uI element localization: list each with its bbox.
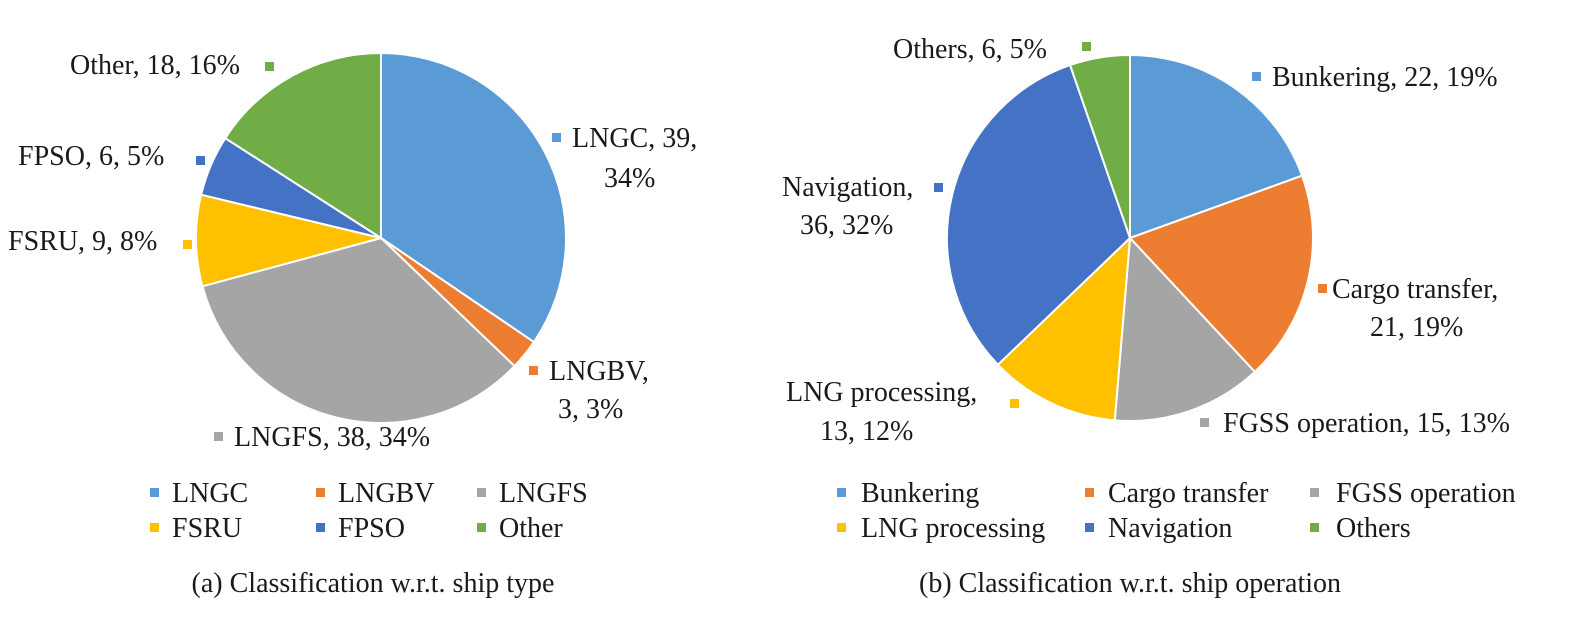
lngfs-label-marker [214,432,223,441]
pie-slice-fgss-operation [1113,235,1257,422]
pie-slice-lngc [380,51,567,344]
bunkering-data-label: Bunkering, 22, 19% [1272,62,1498,93]
legend-others-label: Others [1336,513,1411,544]
pie-slice-other [223,51,382,240]
pie-slice-navigation [946,63,1132,367]
legend-lngfs-label: LNGFS [499,478,588,509]
bunkering-label-marker [1252,72,1261,81]
legend-navigation-swatch [1085,523,1094,532]
lng-processing-label-marker [1010,399,1019,408]
lngbv-label-marker [529,366,538,375]
fsru-label-marker [183,240,192,249]
legend-fpso-label: FPSO [338,513,405,544]
legend-fpso-swatch [316,523,325,532]
ship-operation-pie-chart: Bunkering, 22, 19% Cargo transfer, 21, 1… [782,34,1516,599]
legend-lngbv-swatch [316,488,325,497]
legend-fsru-label: FSRU [172,513,242,544]
other-data-label: Other, 18, 16% [70,50,240,81]
legend-lngc-swatch [150,488,159,497]
chart-b-caption: (b) Classification w.r.t. ship operation [919,568,1341,599]
pie-slice-bunkering [1129,53,1304,240]
pie-slice-others [1068,53,1131,239]
legend-others-swatch [1310,523,1319,532]
legend-bunkering-swatch [837,488,846,497]
cargo-transfer-data-label-line2: 21, 19% [1370,312,1463,343]
legend-lngc-label: LNGC [172,478,248,509]
legend-lngfs-swatch [477,488,486,497]
lng-processing-data-label-line1: LNG processing, [786,377,977,408]
legend-lng-processing-label: LNG processing [861,513,1045,544]
fsru-data-label: FSRU, 9, 8% [8,226,157,257]
legend-bunkering-label: Bunkering [861,478,979,509]
fgss-operation-label-marker [1200,418,1209,427]
fgss-operation-data-label: FGSS operation, 15, 13% [1223,408,1510,439]
others-label-marker [1082,42,1091,51]
lng-processing-data-label-line2: 13, 12% [820,416,913,447]
others-data-label: Others, 6, 5% [893,34,1047,65]
lngc-data-label-line2: 34% [604,163,655,194]
fpso-data-label: FPSO, 6, 5% [18,141,164,172]
legend-cargo-transfer-label: Cargo transfer [1108,478,1269,509]
legend-navigation-label: Navigation [1108,513,1232,544]
pie-slice-fsru [195,193,382,288]
cargo-transfer-label-marker [1318,284,1327,293]
other-label-marker [265,62,274,71]
lngc-label-marker [552,133,561,142]
lngfs-data-label: LNGFS, 38, 34% [234,422,430,453]
legend-lngbv-label: LNGBV [338,478,434,509]
lngbv-data-label-line1: LNGBV, [549,356,649,387]
legend-fgss-operation-swatch [1310,488,1319,497]
navigation-data-label-line1: Navigation, [782,172,913,203]
legend-fgss-operation-label: FGSS operation [1336,478,1516,509]
legend-other-swatch [477,523,486,532]
navigation-label-marker [934,183,943,192]
legend-other-label: Other [499,513,563,544]
lngc-data-label-line1: LNGC, 39, [572,123,697,154]
chart-a-caption: (a) Classification w.r.t. ship type [192,568,555,599]
navigation-data-label-line2: 36, 32% [800,210,893,241]
lngbv-data-label-line2: 3, 3% [558,394,623,425]
legend-fsru-swatch [150,523,159,532]
legend-cargo-transfer-swatch [1085,488,1094,497]
pie-slice-lngfs [201,236,516,424]
legend-lng-processing-swatch [837,523,846,532]
ship-type-pie-chart: LNGC, 39, 34% LNGBV, 3, 3% LNGFS, 38, 34… [8,50,697,599]
cargo-transfer-data-label-line1: Cargo transfer, [1332,274,1498,305]
pie-slice-cargo-transfer [1128,174,1314,374]
fpso-label-marker [196,156,205,165]
pie-slice-lng-processing [996,235,1132,422]
